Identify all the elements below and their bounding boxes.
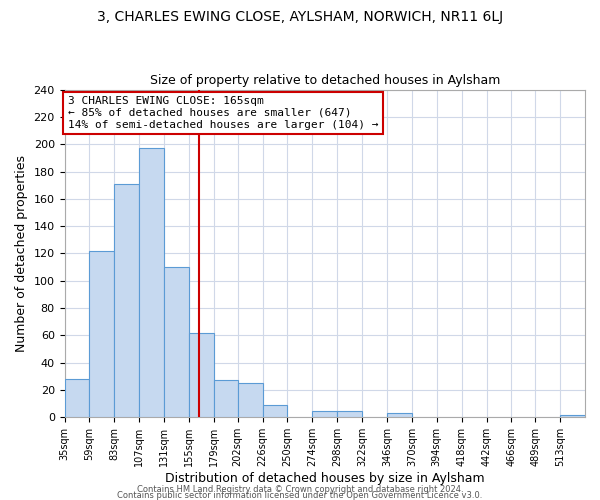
Bar xyxy=(337,410,362,418)
Bar xyxy=(164,267,189,418)
Bar xyxy=(238,383,263,418)
Title: Size of property relative to detached houses in Aylsham: Size of property relative to detached ho… xyxy=(149,74,500,87)
Bar xyxy=(263,405,287,417)
Text: Contains public sector information licensed under the Open Government Licence v3: Contains public sector information licen… xyxy=(118,490,482,500)
Text: Contains HM Land Registry data © Crown copyright and database right 2024.: Contains HM Land Registry data © Crown c… xyxy=(137,484,463,494)
Bar xyxy=(189,332,214,418)
Bar xyxy=(65,379,89,418)
Bar xyxy=(139,148,164,418)
Bar xyxy=(560,414,585,418)
X-axis label: Distribution of detached houses by size in Aylsham: Distribution of detached houses by size … xyxy=(165,472,485,485)
Bar xyxy=(114,184,139,418)
Bar xyxy=(89,250,114,418)
Bar xyxy=(313,410,337,418)
Text: 3, CHARLES EWING CLOSE, AYLSHAM, NORWICH, NR11 6LJ: 3, CHARLES EWING CLOSE, AYLSHAM, NORWICH… xyxy=(97,10,503,24)
Bar xyxy=(214,380,238,418)
Y-axis label: Number of detached properties: Number of detached properties xyxy=(15,155,28,352)
Text: 3 CHARLES EWING CLOSE: 165sqm
← 85% of detached houses are smaller (647)
14% of : 3 CHARLES EWING CLOSE: 165sqm ← 85% of d… xyxy=(68,96,378,130)
Bar xyxy=(387,413,412,418)
